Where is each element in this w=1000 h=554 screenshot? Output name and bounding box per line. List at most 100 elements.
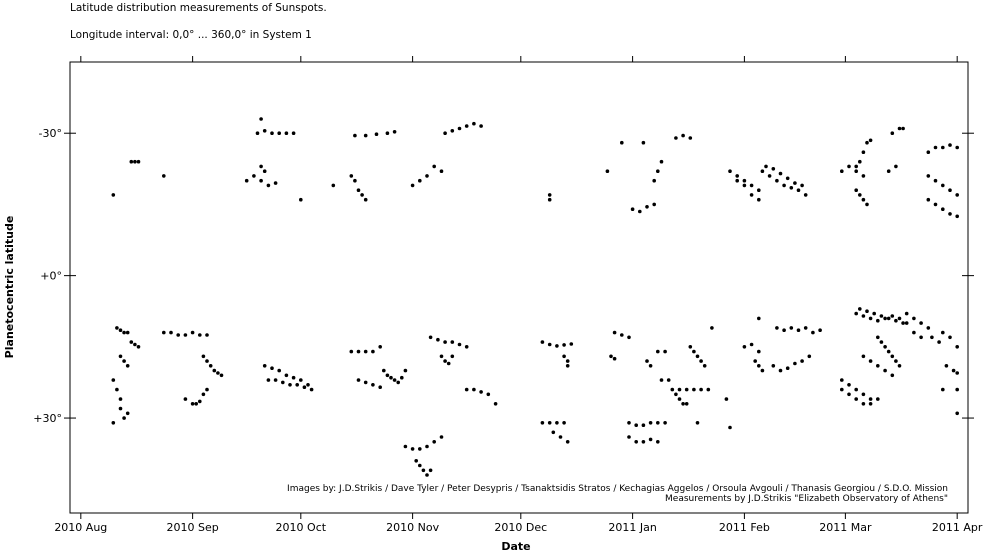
data-point	[854, 387, 858, 392]
data-points	[111, 117, 959, 477]
data-point	[789, 186, 794, 190]
data-point	[941, 387, 945, 392]
data-point	[699, 359, 703, 363]
data-point	[540, 340, 545, 344]
data-point	[162, 330, 166, 335]
data-point	[122, 416, 126, 420]
data-point	[854, 169, 858, 173]
data-point	[890, 373, 895, 378]
data-point	[955, 387, 959, 392]
data-point	[565, 364, 570, 368]
data-point	[620, 140, 624, 145]
data-point	[605, 169, 610, 173]
data-point	[259, 178, 263, 183]
data-point	[897, 126, 902, 131]
data-point	[684, 402, 689, 406]
data-point	[688, 345, 693, 349]
data-point	[695, 354, 700, 359]
data-point	[854, 397, 858, 401]
data-point	[115, 326, 119, 330]
data-point	[868, 397, 873, 401]
data-point	[865, 140, 869, 145]
data-point	[111, 378, 116, 382]
data-point	[562, 343, 566, 347]
data-point	[620, 333, 624, 337]
data-point	[129, 340, 134, 344]
data-point	[288, 383, 292, 387]
data-point	[295, 383, 300, 387]
data-point	[281, 380, 285, 385]
data-point	[432, 440, 437, 444]
data-point	[418, 463, 422, 468]
x-tick-label: 2010 Dec	[494, 521, 547, 534]
data-point	[371, 349, 375, 354]
data-point	[291, 375, 296, 380]
data-point	[270, 366, 274, 371]
data-point	[627, 335, 631, 340]
data-point	[692, 349, 696, 354]
data-point	[612, 356, 617, 361]
data-point	[627, 435, 631, 439]
data-point	[876, 397, 880, 401]
data-point	[782, 328, 786, 333]
data-point	[652, 202, 656, 207]
data-point	[674, 136, 678, 140]
data-point	[418, 447, 422, 451]
data-point	[136, 345, 141, 349]
data-point	[757, 349, 761, 354]
data-point	[868, 316, 873, 321]
data-point	[306, 383, 310, 387]
data-point	[796, 188, 801, 192]
data-point	[803, 193, 808, 197]
data-point	[800, 359, 804, 363]
data-point	[742, 183, 747, 188]
x-tick-label: 2010 Sep	[167, 521, 219, 534]
data-point	[638, 209, 642, 214]
data-point	[183, 397, 188, 401]
data-point	[659, 378, 664, 382]
data-point	[706, 387, 711, 392]
data-point	[742, 345, 747, 349]
data-point	[562, 354, 566, 359]
data-point	[926, 150, 931, 154]
data-point	[926, 326, 931, 330]
data-point	[749, 193, 754, 197]
data-point	[948, 188, 952, 192]
data-point	[883, 345, 887, 349]
data-point	[486, 392, 491, 397]
data-point	[432, 164, 437, 169]
data-point	[858, 159, 862, 164]
data-point	[901, 321, 905, 325]
data-point	[674, 392, 678, 397]
data-point	[901, 126, 905, 131]
data-point	[876, 318, 880, 323]
data-point	[760, 169, 765, 173]
data-point	[886, 349, 891, 354]
data-point	[450, 354, 455, 359]
data-point	[894, 359, 898, 363]
data-point	[879, 314, 884, 318]
data-point	[767, 174, 772, 178]
data-point	[363, 197, 368, 202]
data-point	[428, 468, 433, 473]
data-point	[450, 129, 455, 133]
data-point	[439, 435, 444, 439]
y-axis-ticks: -30° +0° +30°	[33, 127, 974, 425]
data-point	[212, 368, 217, 373]
data-point	[861, 150, 866, 154]
data-point	[410, 183, 415, 188]
data-point	[122, 359, 126, 363]
data-point	[205, 387, 209, 392]
plot-frame	[69, 61, 969, 514]
data-point	[648, 421, 653, 425]
data-point	[299, 197, 303, 202]
data-point	[439, 169, 444, 173]
data-point	[749, 342, 754, 347]
data-point	[785, 176, 790, 181]
data-point	[897, 316, 902, 321]
data-point	[771, 364, 776, 368]
data-point	[912, 316, 916, 321]
data-point	[912, 330, 916, 335]
data-point	[955, 193, 959, 197]
